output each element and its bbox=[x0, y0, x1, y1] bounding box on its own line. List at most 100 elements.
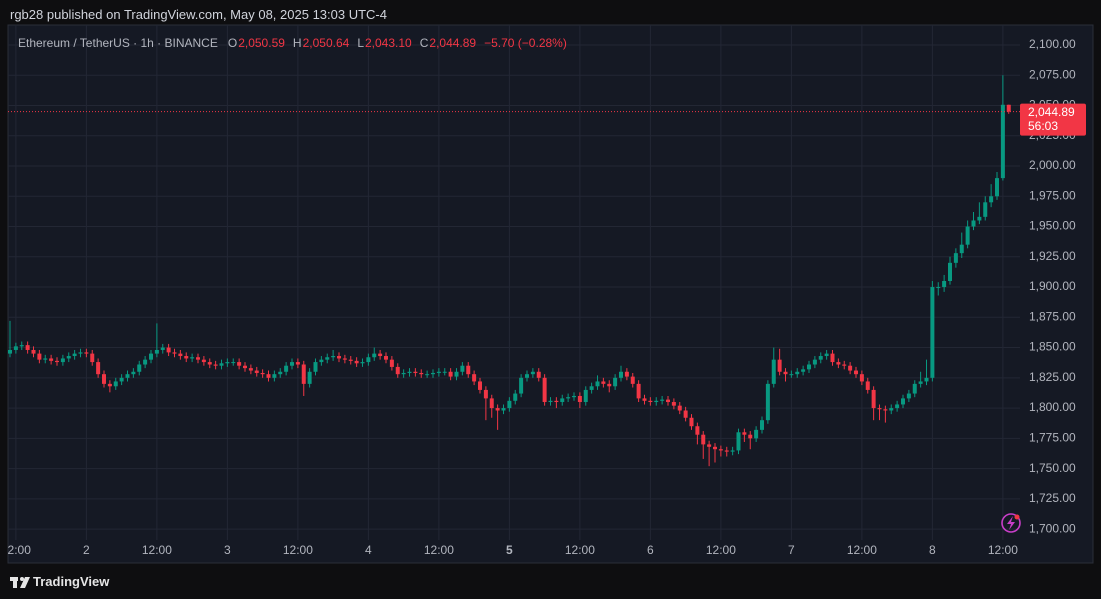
candle-body bbox=[436, 371, 441, 373]
candle-body bbox=[801, 369, 806, 372]
x-tick-label: 12:00 bbox=[1, 543, 31, 557]
candle-body bbox=[66, 356, 71, 359]
candle-body bbox=[830, 353, 835, 363]
candle-body bbox=[724, 450, 729, 452]
candle-body bbox=[548, 400, 553, 403]
candle-body bbox=[948, 262, 952, 281]
y-tick-label: 1,750.00 bbox=[1029, 461, 1076, 475]
y-tick-label: 2,000.00 bbox=[1029, 158, 1076, 172]
candle-body bbox=[342, 358, 347, 360]
candle-body bbox=[789, 374, 794, 376]
candle-body bbox=[607, 383, 612, 387]
candle-body bbox=[648, 400, 653, 403]
candle-body bbox=[149, 353, 153, 360]
candle-body bbox=[760, 420, 764, 430]
candle-body bbox=[413, 371, 418, 373]
candle-body bbox=[125, 374, 130, 378]
x-tick-label: 6 bbox=[647, 543, 654, 557]
candle-body bbox=[72, 353, 77, 357]
candle-body bbox=[372, 353, 377, 358]
candle-body bbox=[901, 398, 905, 405]
candle-body bbox=[707, 444, 712, 447]
candle-body bbox=[795, 371, 800, 375]
candle-body bbox=[31, 349, 36, 354]
candle-body bbox=[1000, 104, 1005, 179]
x-tick-label: 3 bbox=[224, 543, 231, 557]
x-tick-label: 12:00 bbox=[142, 543, 172, 557]
candle-body bbox=[19, 345, 24, 347]
ohlc-key: C bbox=[419, 36, 429, 50]
y-tick-label: 1,850.00 bbox=[1029, 340, 1076, 354]
candle-body bbox=[983, 202, 988, 217]
y-tick-label: 2,075.00 bbox=[1029, 67, 1076, 81]
candle-body bbox=[824, 353, 829, 357]
candle-body bbox=[384, 356, 388, 360]
candle-body bbox=[425, 374, 430, 376]
y-tick-label: 1,950.00 bbox=[1029, 219, 1076, 233]
candle-body bbox=[718, 449, 723, 451]
candle-body bbox=[348, 359, 353, 361]
candle-body bbox=[542, 377, 547, 403]
candle-body bbox=[877, 408, 882, 410]
x-tick-label: 5 bbox=[506, 543, 513, 557]
candle-body bbox=[360, 362, 365, 364]
candle-body bbox=[489, 398, 494, 409]
grid bbox=[8, 25, 1020, 540]
y-tick-label: 1,775.00 bbox=[1029, 431, 1076, 445]
ohlc-value: 2,050.59 bbox=[238, 36, 285, 50]
candle-body bbox=[219, 363, 224, 366]
candle-body bbox=[84, 352, 89, 354]
candle-body bbox=[295, 362, 300, 365]
candle-body bbox=[818, 356, 823, 360]
symbol: Ethereum / TetherUS · 1h · BINANCE bbox=[18, 36, 218, 50]
candle-body bbox=[859, 374, 864, 382]
candle-body bbox=[260, 372, 265, 375]
y-tick-label: 1,875.00 bbox=[1029, 309, 1076, 323]
candle-body bbox=[337, 356, 341, 359]
chart-pane bbox=[7, 24, 1094, 564]
y-tick-label: 2,100.00 bbox=[1029, 37, 1076, 51]
y-tick-label: 1,900.00 bbox=[1029, 279, 1076, 293]
x-tick-label: 7 bbox=[788, 543, 795, 557]
candle-body bbox=[783, 371, 788, 375]
candle-body bbox=[307, 371, 312, 384]
candle-body bbox=[572, 395, 576, 398]
candle-body bbox=[395, 366, 400, 375]
candle-body bbox=[325, 357, 330, 360]
candle-body bbox=[137, 364, 142, 372]
candle-body bbox=[912, 383, 917, 394]
candle-body bbox=[589, 386, 594, 390]
candle-body bbox=[883, 409, 888, 411]
candle-body bbox=[196, 357, 200, 360]
x-tick-label: 12:00 bbox=[565, 543, 595, 557]
candle-body bbox=[713, 446, 717, 450]
candle-body bbox=[237, 362, 242, 366]
candle-body bbox=[442, 371, 447, 373]
candle-body bbox=[472, 374, 477, 382]
candle-body bbox=[701, 434, 706, 445]
candle-body bbox=[918, 381, 923, 384]
candle-body bbox=[378, 353, 383, 357]
y-tick-label: 1,725.00 bbox=[1029, 491, 1076, 505]
candle-body bbox=[595, 381, 600, 387]
candle-body bbox=[389, 359, 394, 367]
x-tick-label: 12:00 bbox=[283, 543, 313, 557]
candle-body bbox=[278, 371, 283, 375]
x-tick-label: 4 bbox=[365, 543, 372, 557]
candle-body bbox=[272, 374, 277, 378]
y-tick-label: 1,975.00 bbox=[1029, 188, 1076, 202]
candle-body bbox=[654, 400, 659, 403]
candle-body bbox=[842, 364, 847, 366]
candle-body bbox=[765, 383, 770, 421]
candle-body bbox=[536, 371, 541, 378]
candle-body bbox=[231, 362, 236, 364]
ohlc-key: H bbox=[292, 36, 302, 50]
candle-body bbox=[924, 377, 929, 382]
candle-body bbox=[930, 287, 935, 378]
x-tick-label: 8 bbox=[929, 543, 936, 557]
candle-body bbox=[519, 377, 524, 394]
candle-body bbox=[660, 399, 665, 401]
